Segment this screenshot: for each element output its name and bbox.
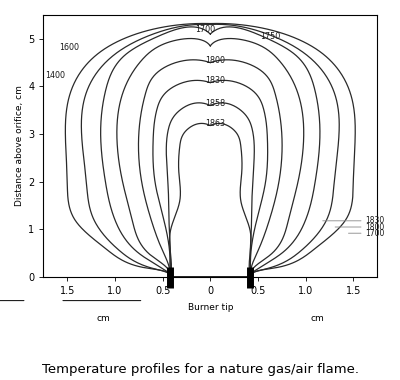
Y-axis label: Distance above orifice, cm: Distance above orifice, cm: [15, 86, 24, 206]
Text: Temperature profiles for a nature gas/air flame.: Temperature profiles for a nature gas/ai…: [42, 363, 358, 376]
Text: 1700: 1700: [196, 25, 216, 34]
Text: 1400: 1400: [45, 71, 65, 81]
Text: 1750: 1750: [260, 32, 280, 41]
Text: 1700: 1700: [365, 229, 384, 238]
Text: 1858: 1858: [205, 99, 225, 108]
Text: 1800: 1800: [205, 56, 225, 65]
Text: cm: cm: [310, 314, 324, 323]
Text: 1863: 1863: [205, 119, 225, 128]
Text: 1830: 1830: [205, 76, 225, 85]
Text: 1800: 1800: [365, 223, 384, 231]
Text: cm: cm: [97, 314, 110, 323]
Text: 1600: 1600: [59, 43, 79, 52]
Text: Burner tip: Burner tip: [188, 303, 233, 312]
Text: 1830: 1830: [365, 216, 384, 225]
